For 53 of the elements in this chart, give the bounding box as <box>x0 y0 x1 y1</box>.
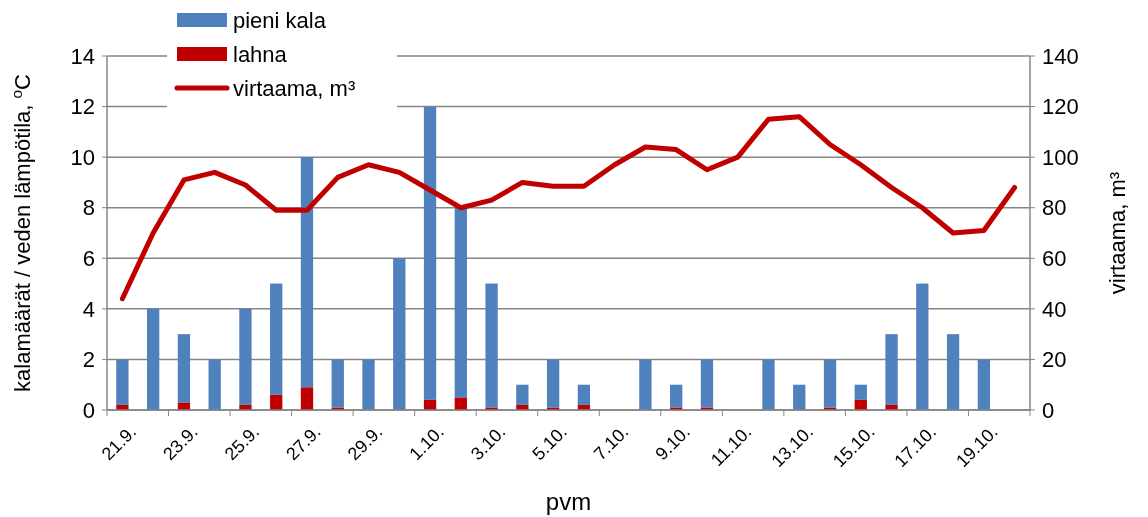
bar <box>300 387 314 410</box>
bar <box>270 394 283 410</box>
bar <box>270 283 283 395</box>
bar <box>854 384 867 400</box>
bar <box>639 359 652 410</box>
bar <box>116 359 129 405</box>
bar <box>177 334 191 403</box>
y2-tick-label: 20 <box>1042 347 1067 373</box>
bar <box>977 359 990 410</box>
y2-tick-label: 80 <box>1042 195 1067 221</box>
legend-label: pieni kala <box>233 7 327 33</box>
bar <box>393 258 406 410</box>
bar <box>485 283 498 408</box>
x-axis-title: pvm <box>545 488 592 515</box>
bar <box>577 384 591 405</box>
y2-tick-label: 60 <box>1042 245 1067 271</box>
bar <box>147 308 160 410</box>
y-tick-label: 2 <box>82 347 95 373</box>
bar <box>516 384 529 405</box>
bar <box>239 308 252 405</box>
bar <box>762 359 775 410</box>
x-tick-label: 7.10. <box>589 421 633 465</box>
bar <box>700 359 714 408</box>
bar <box>823 359 837 408</box>
bar <box>670 384 683 408</box>
legend-label: virtaama, m³ <box>233 75 356 101</box>
bar <box>362 359 375 410</box>
bar <box>423 106 437 400</box>
y2-tick-label: 120 <box>1042 94 1079 120</box>
bar <box>885 334 898 405</box>
y2-tick-label: 140 <box>1042 43 1079 69</box>
y-tick-label: 12 <box>70 94 95 120</box>
bar <box>300 157 314 388</box>
bar <box>454 207 467 398</box>
y2-axis-title: virtaama, m³ <box>1105 171 1130 295</box>
y-tick-label: 4 <box>82 296 95 322</box>
y-tick-label: 14 <box>70 43 95 69</box>
y2-tick-label: 40 <box>1042 296 1067 322</box>
bar <box>454 397 467 410</box>
bar <box>793 384 806 410</box>
bar <box>208 359 221 410</box>
bar <box>916 283 929 410</box>
y-tick-label: 6 <box>82 245 95 271</box>
legend-label: lahna <box>233 41 288 67</box>
bar <box>946 334 960 410</box>
bar <box>331 359 344 408</box>
bar <box>546 359 560 408</box>
y-tick-label: 0 <box>82 397 95 423</box>
y2-tick-label: 100 <box>1042 144 1079 170</box>
bar <box>177 402 191 410</box>
y2-tick-label: 0 <box>1042 397 1055 423</box>
y-tick-label: 8 <box>82 195 95 221</box>
y-tick-label: 10 <box>70 144 95 170</box>
